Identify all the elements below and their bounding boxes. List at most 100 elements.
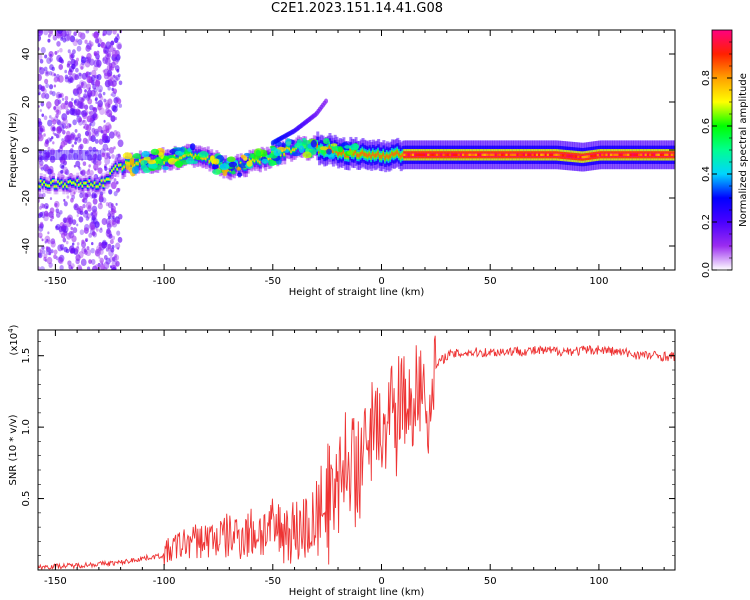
noise-speckle xyxy=(66,220,72,228)
signal-blob xyxy=(140,160,148,165)
core-cell xyxy=(605,153,609,156)
noise-speckle xyxy=(98,242,102,247)
noise-speckle xyxy=(62,165,65,168)
noise-speckle xyxy=(55,113,59,118)
noise-speckle xyxy=(48,70,53,76)
signal-blob xyxy=(310,139,317,148)
noise-speckle xyxy=(41,249,46,255)
noise-speckle xyxy=(91,205,98,213)
secondary-cell xyxy=(45,150,49,160)
ridge-cell xyxy=(62,185,66,188)
core-cell xyxy=(527,153,531,156)
noise-speckle xyxy=(51,91,56,97)
noise-speckle xyxy=(85,151,88,155)
noise-speckle xyxy=(71,108,78,116)
spectrogram-y-tick-label: 0 xyxy=(21,147,32,153)
noise-speckle xyxy=(38,30,44,36)
secondary-cell xyxy=(38,150,41,160)
noise-speckle xyxy=(75,254,81,262)
noise-speckle xyxy=(67,60,72,66)
ridge-cell xyxy=(384,155,388,160)
ridge-cell xyxy=(286,147,290,150)
ridge-cell xyxy=(69,180,73,183)
core-cell xyxy=(553,153,557,156)
noise-speckle xyxy=(93,159,97,165)
noise-speckle xyxy=(49,31,54,37)
noise-speckle xyxy=(85,30,90,34)
noise-speckle xyxy=(79,102,85,110)
noise-speckle xyxy=(85,45,91,52)
noise-speckle xyxy=(53,84,57,88)
core-cell xyxy=(468,153,472,156)
noise-speckle xyxy=(38,67,45,75)
core-cell xyxy=(429,153,433,156)
core-cell xyxy=(461,153,466,156)
ridge-cell xyxy=(175,158,179,162)
ridge-cell xyxy=(86,185,90,188)
noise-speckle xyxy=(106,223,112,230)
core-cell xyxy=(568,154,572,158)
secondary-cell xyxy=(82,150,86,160)
core-cell xyxy=(603,153,607,156)
noise-speckle xyxy=(48,84,54,90)
noise-speckle xyxy=(113,37,119,44)
signal-blob xyxy=(143,156,151,161)
noise-speckle xyxy=(90,247,95,254)
signal-blob xyxy=(291,152,302,157)
ridge-cell xyxy=(248,158,252,162)
noise-speckle xyxy=(77,38,83,46)
noise-speckle xyxy=(76,109,82,116)
noise-speckle xyxy=(116,98,122,105)
noise-speckle xyxy=(87,98,93,105)
ridge-cell xyxy=(180,156,184,160)
noise-speckle xyxy=(64,134,71,143)
noise-speckle xyxy=(73,88,78,95)
noise-speckle xyxy=(73,203,79,211)
noise-speckle xyxy=(55,256,59,261)
noise-speckle xyxy=(62,223,67,230)
core-cell xyxy=(403,153,407,156)
ridge-cell xyxy=(51,179,55,183)
core-cell xyxy=(459,153,463,156)
noise-speckle xyxy=(77,31,83,38)
noise-speckle xyxy=(107,79,113,87)
noise-speckle xyxy=(55,211,61,218)
signal-blob xyxy=(129,158,135,166)
noise-speckle xyxy=(78,149,83,155)
noise-speckle xyxy=(107,86,111,91)
noise-speckle xyxy=(97,125,103,133)
noise-speckle xyxy=(116,187,120,193)
noise-speckle xyxy=(63,198,66,202)
noise-speckle xyxy=(39,205,42,210)
core-cell xyxy=(496,153,500,156)
noise-speckle xyxy=(90,75,96,82)
secondary-cell xyxy=(43,150,47,160)
core-cell xyxy=(572,155,577,158)
core-cell xyxy=(409,153,413,156)
noise-speckle xyxy=(49,148,56,156)
ridge-cell xyxy=(368,152,372,157)
noise-speckle xyxy=(117,73,121,78)
core-cell xyxy=(574,155,579,158)
noise-speckle xyxy=(95,79,101,87)
noise-speckle xyxy=(64,69,68,74)
noise-speckle xyxy=(72,227,78,234)
noise-speckle xyxy=(106,30,113,36)
core-cell xyxy=(561,154,566,157)
noise-speckle xyxy=(62,217,68,224)
noise-speckle xyxy=(97,43,101,48)
colorbar-tick-label: 0.0 xyxy=(701,262,712,278)
noise-speckle xyxy=(64,95,69,101)
snr-plot-frame xyxy=(37,329,676,571)
noise-speckle xyxy=(63,246,68,253)
ridge-cell xyxy=(111,169,115,172)
noise-speckle xyxy=(101,133,107,141)
core-cell xyxy=(566,154,570,157)
secondary-cell xyxy=(95,150,99,160)
noise-speckle xyxy=(43,30,49,36)
ridge-cell xyxy=(114,165,118,168)
noise-speckle xyxy=(47,106,50,110)
noise-speckle xyxy=(108,210,111,214)
noise-speckle xyxy=(67,153,73,160)
noise-speckle xyxy=(49,197,53,201)
